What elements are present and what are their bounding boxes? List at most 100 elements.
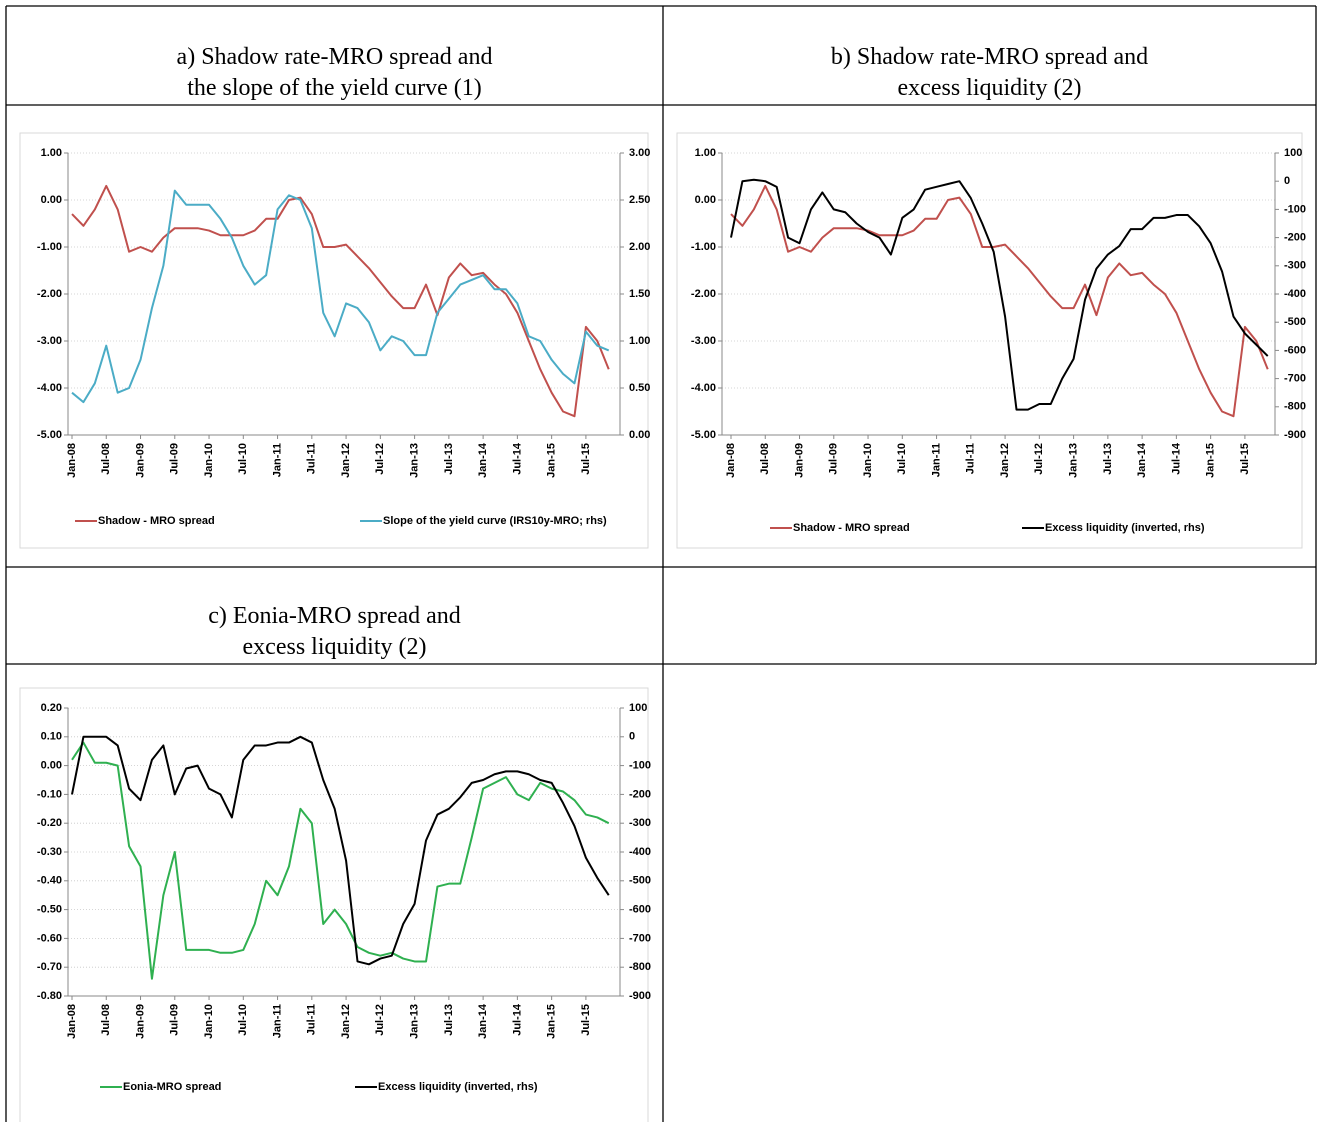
x-tick-label: Jul-08 bbox=[100, 1004, 112, 1036]
y-tick-label: -2.00 bbox=[691, 288, 716, 300]
x-tick-label: Jan-08 bbox=[725, 443, 737, 478]
x-tick-label: Jul-12 bbox=[1033, 443, 1045, 475]
y2-tick-label: 3.00 bbox=[629, 147, 650, 159]
x-tick-label: Jul-13 bbox=[443, 443, 455, 475]
y2-tick-label: -300 bbox=[629, 817, 651, 829]
y2-tick-label: -400 bbox=[629, 846, 651, 858]
x-tick-label: Jul-09 bbox=[169, 443, 181, 475]
y-tick-label: 0.20 bbox=[41, 702, 62, 714]
x-tick-label: Jan-11 bbox=[930, 443, 942, 477]
x-tick-label: Jan-15 bbox=[1205, 443, 1217, 478]
series-line bbox=[71, 184, 610, 418]
x-tick-label: Jan-09 bbox=[134, 443, 146, 478]
y2-tick-label: -900 bbox=[629, 990, 651, 1002]
y2-tick-label: -700 bbox=[629, 932, 651, 944]
legend-label: Excess liquidity (inverted, rhs) bbox=[378, 1081, 538, 1093]
y-tick-label: -0.40 bbox=[37, 875, 62, 887]
x-tick-label: Jan-14 bbox=[477, 442, 489, 478]
y-tick-label: 1.00 bbox=[695, 147, 716, 159]
x-tick-label: Jul-11 bbox=[306, 1004, 318, 1035]
y2-tick-label: 0 bbox=[1284, 175, 1290, 187]
y-tick-label: -3.00 bbox=[37, 335, 62, 347]
x-tick-label: Jan-14 bbox=[1136, 442, 1148, 478]
x-tick-label: Jan-12 bbox=[340, 443, 352, 478]
x-tick-label: Jan-12 bbox=[999, 443, 1011, 478]
x-tick-label: Jul-09 bbox=[169, 1004, 181, 1036]
y-tick-label: -0.50 bbox=[37, 904, 62, 916]
y2-tick-label: 1.50 bbox=[629, 288, 650, 300]
y-tick-label: 0.00 bbox=[41, 760, 62, 772]
y-tick-label: -5.00 bbox=[37, 429, 62, 441]
x-tick-label: Jan-09 bbox=[793, 443, 805, 478]
y2-tick-label: -700 bbox=[1284, 373, 1306, 385]
table-borders bbox=[5, 5, 1317, 1122]
x-tick-label: Jan-08 bbox=[66, 443, 78, 478]
y2-tick-label: -600 bbox=[629, 904, 651, 916]
y2-tick-label: -900 bbox=[1284, 429, 1306, 441]
legend-label: Excess liquidity (inverted, rhs) bbox=[1045, 522, 1205, 534]
x-tick-label: Jul-13 bbox=[443, 1004, 455, 1036]
legend-label: Shadow - MRO spread bbox=[793, 522, 910, 534]
series-line bbox=[71, 741, 610, 980]
x-tick-label: Jul-14 bbox=[1170, 442, 1182, 475]
x-tick-label: Jul-10 bbox=[237, 1004, 249, 1036]
y-tick-label: 0.00 bbox=[41, 194, 62, 206]
y-tick-label: -4.00 bbox=[691, 382, 716, 394]
x-tick-label: Jul-13 bbox=[1102, 443, 1114, 475]
y2-tick-label: -200 bbox=[1284, 232, 1306, 244]
y-tick-label: -0.60 bbox=[37, 932, 62, 944]
chart-frame bbox=[676, 132, 1303, 549]
legend-label: Slope of the yield curve (IRS10y-MRO; rh… bbox=[383, 515, 607, 527]
x-tick-label: Jan-14 bbox=[477, 1003, 489, 1039]
y-tick-label: -0.30 bbox=[37, 846, 62, 858]
series-line bbox=[730, 184, 1269, 418]
x-tick-label: Jan-11 bbox=[271, 1004, 283, 1038]
chart-frame bbox=[19, 687, 649, 1122]
x-tick-label: Jul-14 bbox=[511, 1003, 523, 1036]
y-tick-label: -3.00 bbox=[691, 335, 716, 347]
y2-tick-label: 100 bbox=[1284, 147, 1302, 159]
x-tick-label: Jul-11 bbox=[306, 443, 318, 474]
y2-tick-label: -500 bbox=[629, 875, 651, 887]
y-tick-label: -4.00 bbox=[37, 382, 62, 394]
y2-tick-label: -500 bbox=[1284, 316, 1306, 328]
x-tick-label: Jan-13 bbox=[409, 443, 421, 478]
x-tick-label: Jul-10 bbox=[237, 443, 249, 475]
y-tick-label: -0.20 bbox=[37, 817, 62, 829]
x-tick-label: Jul-15 bbox=[580, 1004, 592, 1036]
x-tick-label: Jul-09 bbox=[828, 443, 840, 475]
y2-tick-label: 2.50 bbox=[629, 194, 650, 206]
legend-label: Shadow - MRO spread bbox=[98, 515, 215, 527]
y2-tick-label: 0.50 bbox=[629, 382, 650, 394]
y2-tick-label: -800 bbox=[1284, 401, 1306, 413]
x-tick-label: Jul-12 bbox=[374, 443, 386, 475]
y-tick-label: -1.00 bbox=[37, 241, 62, 253]
y2-tick-label: -100 bbox=[629, 760, 651, 772]
x-tick-label: Jul-10 bbox=[896, 443, 908, 475]
y-tick-label: -0.10 bbox=[37, 788, 62, 800]
x-tick-label: Jan-13 bbox=[409, 1004, 421, 1039]
x-tick-label: Jan-15 bbox=[546, 1004, 558, 1039]
y-tick-label: -0.70 bbox=[37, 961, 62, 973]
legend-label: Eonia-MRO spread bbox=[123, 1081, 221, 1093]
panel-title: a) Shadow rate-MRO spread and the slope … bbox=[176, 44, 493, 101]
y2-tick-label: -800 bbox=[629, 961, 651, 973]
y2-tick-label: 100 bbox=[629, 702, 647, 714]
y2-tick-label: -600 bbox=[1284, 344, 1306, 356]
x-tick-label: Jan-10 bbox=[203, 1004, 215, 1039]
series-line bbox=[71, 735, 610, 966]
panel-title: c) Eonia-MRO spread and excess liquidity… bbox=[208, 603, 461, 660]
y-tick-label: -5.00 bbox=[691, 429, 716, 441]
y2-tick-label: -400 bbox=[1284, 288, 1306, 300]
x-tick-label: Jan-15 bbox=[546, 443, 558, 478]
y2-tick-label: -200 bbox=[629, 788, 651, 800]
y2-tick-label: 0 bbox=[629, 731, 635, 743]
y2-tick-label: -100 bbox=[1284, 203, 1306, 215]
x-tick-label: Jan-08 bbox=[66, 1004, 78, 1039]
x-tick-label: Jul-15 bbox=[1239, 443, 1251, 475]
x-tick-label: Jul-08 bbox=[759, 443, 771, 475]
series-line bbox=[730, 178, 1269, 411]
y2-tick-label: 2.00 bbox=[629, 241, 650, 253]
y-tick-label: -2.00 bbox=[37, 288, 62, 300]
